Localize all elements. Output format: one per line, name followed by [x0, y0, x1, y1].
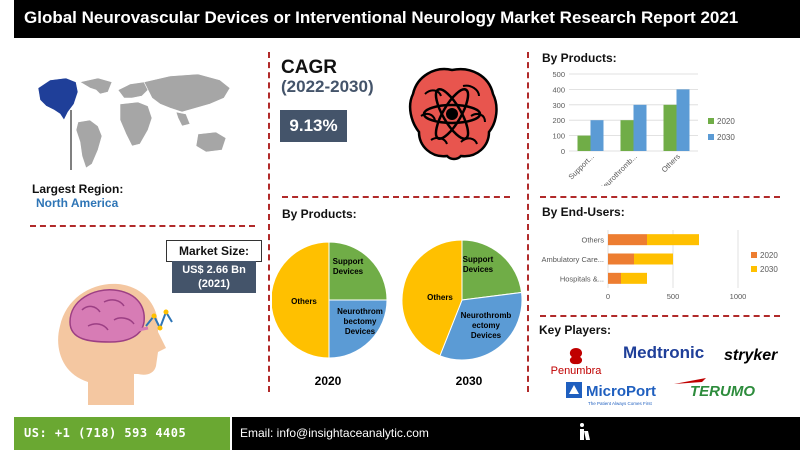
endusers-bar-chart: 0 500 1000 Others Ambulatory Care... Hospital…: [541, 230, 778, 301]
brand-logo-icon: [580, 423, 590, 440]
hbar-2020-0: [608, 234, 647, 246]
pie-charts: 2020 2030 Support Devices Neurothrom bectom…: [272, 239, 523, 388]
pie1-slice-1: [328, 299, 388, 359]
market-size-label: Market Size:: [166, 240, 262, 262]
north-america-highlight: [37, 77, 79, 121]
market-size-value: US$ 2.66 Bn (2021): [172, 261, 256, 293]
pie1-label-support: Support Devices: [333, 257, 364, 276]
microport-logo: MicroPort The Patient Always Comes First: [566, 382, 656, 406]
divider-endusers: [540, 315, 780, 317]
endusers-bar-title: By End-Users:: [542, 205, 625, 219]
bar-2030-1: [633, 104, 647, 151]
ytick-1: Ambulatory Care...: [541, 255, 604, 264]
cagr-period: (2022-2030): [281, 77, 374, 96]
ytick-0: 0: [561, 147, 565, 156]
pie2-label-others: Others: [427, 293, 453, 302]
legend-label-2020: 2020: [717, 117, 735, 126]
cagr-value: 9.13%: [280, 110, 347, 142]
medtronic-logo: Medtronic: [623, 343, 704, 362]
ytick-2: Hospitals &...: [560, 274, 604, 283]
legend-label-2030: 2030: [717, 133, 735, 142]
microport-tagline: The Patient Always Comes First: [588, 401, 653, 406]
market-size-year: (2021): [198, 278, 230, 290]
xtick-0: Support...: [567, 152, 596, 181]
legend-swatch-2030: [751, 266, 757, 272]
pie2-slice-1: [439, 291, 523, 361]
legend-label-2030: 2030: [760, 265, 778, 274]
penumbra-name: Penumbra: [551, 365, 603, 377]
legend-swatch-2020: [751, 252, 757, 258]
legend-swatch-2030: [708, 134, 714, 140]
terumo-logo: TERUMO: [674, 378, 755, 400]
bar-2020-2: [663, 104, 677, 151]
ytick-300: 300: [552, 101, 565, 110]
bar-2020-0: [577, 135, 591, 151]
products-bar-title: By Products:: [542, 51, 617, 65]
bar-2030-0: [590, 120, 604, 151]
pies-title: By Products:: [282, 207, 357, 221]
products-bar-chart: 0 100 200 300 400 500 Support... Neurothromb...…: [552, 70, 735, 186]
hbar-2020-2: [608, 272, 621, 284]
penumbra-logo: Penumbra: [551, 348, 603, 377]
brain-atom-icon: [408, 67, 498, 161]
pie2-slice-0: [461, 239, 523, 301]
terumo-name: TERUMO: [690, 383, 755, 400]
ytick-100: 100: [552, 132, 565, 141]
ytick-0: Others: [581, 236, 604, 245]
xtick-0: 0: [606, 292, 610, 301]
divider-cagr: [282, 196, 510, 198]
hbar-2030-2: [621, 272, 647, 284]
pie2-label-neuro: Neurothromb ectomy Devices: [461, 311, 512, 340]
world-map: [37, 73, 231, 170]
divider-left: [268, 52, 270, 392]
cagr-label: CAGR: [281, 57, 337, 78]
stryker-logo: stryker: [724, 347, 778, 364]
legend-label-2020: 2020: [760, 251, 778, 260]
pie1-slice-2: [272, 241, 330, 359]
largest-region-value: North America: [36, 196, 119, 210]
title-bar: Global Neurovascular Devices or Interven…: [14, 0, 800, 38]
head-brain-illustration: [58, 283, 173, 405]
key-players-logos: Penumbra Medtronic stryker MicroPort The…: [551, 343, 779, 406]
divider-right: [527, 52, 529, 392]
bar-2030-2: [676, 89, 690, 151]
hbar-2030-0: [647, 234, 699, 246]
microport-name: MicroPort: [586, 383, 656, 400]
xtick-1: Neurothromb...: [597, 152, 639, 186]
largest-region-label: Largest Region:: [32, 182, 124, 196]
pie1-label-others: Others: [291, 297, 317, 306]
pie1-slice-0: [328, 241, 388, 301]
bar-2020-1: [620, 120, 634, 151]
divider-products: [540, 196, 780, 198]
pie2-label-support: Support Devices: [463, 255, 494, 274]
contact-email[interactable]: Email: info@insightaceanalytic.com: [232, 417, 800, 450]
xtick-500: 500: [667, 292, 680, 301]
legend-swatch-2020: [708, 118, 714, 124]
hbar-2020-1: [608, 253, 634, 265]
divider-region: [30, 225, 255, 227]
key-players-title: Key Players:: [539, 323, 612, 337]
contact-phone[interactable]: US: +1 (718) 593 4405: [14, 417, 230, 450]
pie1-label-neuro: Neurothrom bectomy Devices: [337, 307, 383, 336]
ytick-500: 500: [552, 70, 565, 79]
pie2-slice-2: [401, 239, 463, 357]
market-size-amount: US$ 2.66 Bn: [182, 264, 246, 276]
hbar-2030-1: [634, 253, 673, 265]
report-title: Global Neurovascular Devices or Interven…: [24, 8, 739, 27]
pie2-caption: 2030: [456, 374, 483, 388]
pie1-caption: 2020: [315, 374, 342, 388]
xtick-2: Others: [660, 152, 682, 174]
xtick-1000: 1000: [730, 292, 747, 301]
ytick-200: 200: [552, 116, 565, 125]
ytick-400: 400: [552, 85, 565, 94]
